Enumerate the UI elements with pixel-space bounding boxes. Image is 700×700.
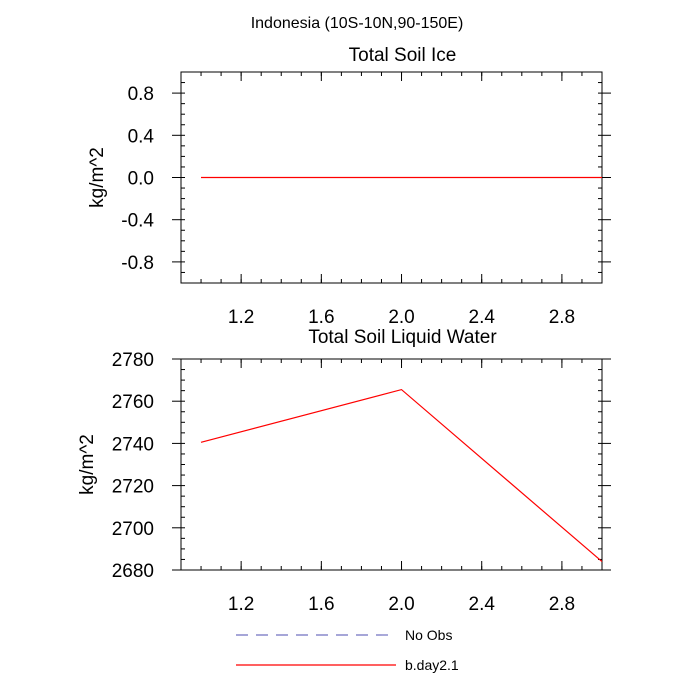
x-tick-label: 1.6 — [308, 307, 334, 328]
figure-title: Indonesia (10S-10N,90-150E) — [251, 15, 464, 32]
y-tick-label: 0.4 — [128, 126, 155, 147]
chart-title: Total Soil Liquid Water — [308, 327, 497, 348]
y-tick-label: 2780 — [112, 350, 154, 371]
y-tick-label: 2760 — [112, 392, 154, 413]
x-tick-label: 2.0 — [388, 594, 414, 615]
x-tick-label: 2.4 — [469, 307, 496, 328]
y-tick-label: 2680 — [112, 561, 154, 582]
series-line — [200, 388, 603, 563]
x-tick-label: 1.2 — [228, 307, 254, 328]
x-tick-label: 2.0 — [388, 307, 414, 328]
panel-total-soil-ice: Total Soil Ice kg/m^2 1.2 1.6 2.0 2.4 2.8 -0.8 -… — [87, 45, 611, 328]
y-tick-label: 0.8 — [128, 84, 154, 105]
y-axis-label: kg/m^2 — [77, 434, 98, 495]
legend-label: No Obs — [405, 627, 452, 643]
x-tick-label: 2.8 — [549, 307, 575, 328]
x-tick-label: 2.4 — [469, 594, 496, 615]
legend-label: b.day2.1 — [405, 657, 459, 673]
panel-total-soil-liquid-water: Total Soil Liquid Water kg/m^2 1.2 1.6 2.0 2.… — [77, 327, 611, 615]
y-tick-label: 2720 — [112, 477, 154, 498]
legend: No Obs b.day2.1 — [236, 627, 459, 673]
chart-title: Total Soil Ice — [349, 45, 457, 66]
x-tick-label: 1.2 — [228, 594, 254, 615]
y-tick-label: 0.0 — [128, 169, 154, 190]
x-tick-label: 1.6 — [308, 594, 334, 615]
y-tick-label: 2700 — [112, 519, 154, 540]
x-tick-label: 2.8 — [549, 594, 575, 615]
y-tick-label: -0.8 — [121, 253, 154, 274]
y-tick-label: 2740 — [112, 434, 154, 455]
plot-frame — [180, 358, 603, 571]
y-tick-label: -0.4 — [121, 211, 154, 232]
y-axis-label: kg/m^2 — [87, 147, 108, 208]
